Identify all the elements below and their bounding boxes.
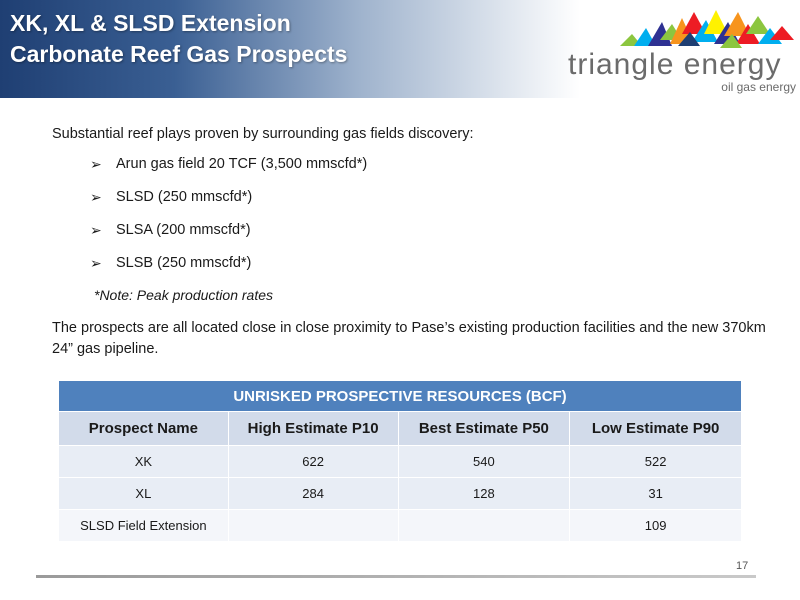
bullet-item: ➢ Arun gas field 20 TCF (3,500 mmscfd*) — [90, 156, 367, 189]
footnote: *Note: Peak production rates — [94, 287, 273, 303]
bullet-text: SLSD (250 mmscfd*) — [116, 189, 253, 205]
table-cell: 128 — [397, 477, 571, 510]
arrow-bullet-icon: ➢ — [90, 189, 102, 205]
column-header: Low Estimate P90 — [569, 411, 742, 446]
footer-divider — [36, 575, 756, 578]
title-band: XK, XL & SLSD Extension Carbonate Reef G… — [0, 0, 580, 98]
table-row: XK 622 540 522 — [58, 445, 742, 478]
triangle-mosaic-logo-icon — [620, 10, 794, 48]
resources-table: UNRISKED PROSPECTIVE RESOURCES (BCF) Pro… — [58, 380, 742, 542]
body-paragraph: The prospects are all located close in c… — [52, 320, 766, 357]
arrow-bullet-icon: ➢ — [90, 255, 102, 271]
column-header: High Estimate P10 — [227, 411, 399, 446]
title-line-1: XK, XL & SLSD Extension — [10, 10, 291, 36]
arrow-bullet-icon: ➢ — [90, 156, 102, 172]
table-cell: XL — [58, 477, 229, 510]
table-cell: SLSD Field Extension — [58, 509, 229, 542]
table-cell: 540 — [397, 445, 571, 478]
bullet-text: SLSA (200 mmscfd*) — [116, 222, 251, 238]
bullet-item: ➢ SLSA (200 mmscfd*) — [90, 222, 367, 255]
table-cell: 622 — [227, 445, 399, 478]
company-logo: triangle energy oil gas energy — [560, 4, 800, 96]
title-line-2: Carbonate Reef Gas Prospects — [10, 41, 348, 67]
table-cell: 522 — [569, 445, 742, 478]
table-cell: 31 — [569, 477, 742, 510]
table-cell: XK — [58, 445, 229, 478]
arrow-bullet-icon: ➢ — [90, 222, 102, 238]
logo-wordmark: triangle energy — [568, 48, 782, 81]
intro-text: Substantial reef plays proven by surroun… — [52, 126, 474, 142]
bullet-item: ➢ SLSB (250 mmscfd*) — [90, 255, 367, 288]
table-cell — [397, 509, 571, 542]
column-header: Prospect Name — [58, 411, 229, 446]
table-cell: 109 — [569, 509, 742, 542]
bullet-list: ➢ Arun gas field 20 TCF (3,500 mmscfd*) ➢… — [90, 156, 367, 288]
table-row: SLSD Field Extension 109 — [58, 509, 742, 542]
page-number: 17 — [736, 560, 749, 572]
bullet-text: SLSB (250 mmscfd*) — [116, 255, 252, 271]
table-banner: UNRISKED PROSPECTIVE RESOURCES (BCF) — [58, 380, 742, 412]
slide-title: XK, XL & SLSD Extension Carbonate Reef G… — [10, 8, 570, 70]
bullet-item: ➢ SLSD (250 mmscfd*) — [90, 189, 367, 222]
logo-tagline: oil gas energy — [721, 80, 796, 94]
table-cell — [227, 509, 399, 542]
table-cell: 284 — [227, 477, 399, 510]
table-row: XL 284 128 31 — [58, 477, 742, 510]
column-header: Best Estimate P50 — [397, 411, 571, 446]
bullet-text: Arun gas field 20 TCF (3,500 mmscfd*) — [116, 156, 368, 172]
